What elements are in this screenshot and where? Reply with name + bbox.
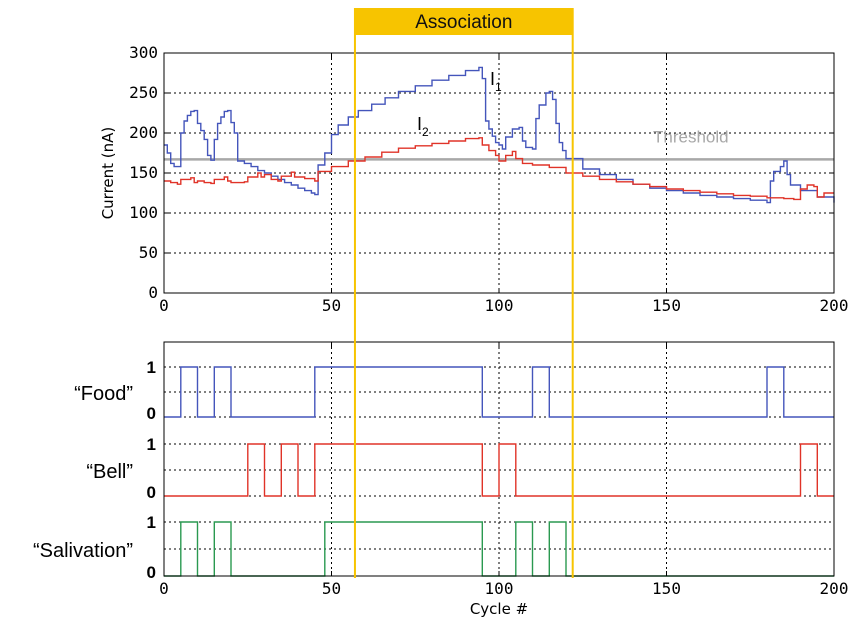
association-banner: Association	[354, 8, 573, 35]
y-tick-label: 150	[129, 163, 158, 182]
series-label-subscript: 1	[495, 80, 502, 94]
level-label-low: 0	[147, 563, 156, 582]
level-label-low: 0	[147, 404, 156, 423]
x-tick-label: 200	[820, 579, 849, 598]
current-series	[164, 66, 835, 204]
current-plot-frame	[163, 52, 835, 294]
signal-trace	[164, 366, 834, 418]
binary-signals-plot: 0 50 100 150 200 1 0 “Food” 1 0 “Bell” 1 0 “Salivati…	[33, 341, 848, 618]
x-tick-label: 200	[820, 296, 849, 315]
level-label-high: 1	[147, 358, 156, 377]
signal-trace	[164, 521, 834, 577]
level-label-high: 1	[147, 513, 156, 532]
signal-row-labels: 1 0 “Food” 1 0 “Bell” 1 0 “Salivation”	[33, 358, 156, 582]
signal-trace	[164, 443, 834, 497]
x-tick-label: 100	[485, 296, 514, 315]
signal-label: “Salivation”	[33, 540, 133, 562]
y-tick-label: 200	[129, 123, 158, 142]
level-label-high: 1	[147, 435, 156, 454]
current-plot-grid	[164, 53, 834, 293]
x-tick-label: 100	[485, 579, 514, 598]
association-label: Association	[415, 12, 512, 33]
x-tick-label: 150	[652, 579, 681, 598]
signal-label: “Bell”	[86, 461, 133, 483]
series-label-name: I	[490, 69, 495, 89]
x-axis-label: Cycle #	[470, 600, 528, 618]
x-tick-label: 150	[652, 296, 681, 315]
association-box	[354, 8, 573, 35]
series-label-I1: I1	[490, 69, 502, 94]
series-line-I2	[164, 137, 834, 201]
series-label-name: I	[417, 114, 422, 134]
series-label-I2: I2	[417, 114, 429, 139]
series-line-I1	[164, 66, 835, 204]
binary-plot-frame	[163, 341, 835, 577]
x-tick-label: 50	[322, 579, 341, 598]
y-axis-label: Current (nA)	[99, 127, 117, 220]
current-plot: 0 50 100 150 200 250 300 0 50 100 150 200 Threshold…	[99, 43, 848, 315]
x-tick-label: 50	[322, 296, 341, 315]
x-tick-label: 0	[159, 579, 169, 598]
y-tick-label: 50	[139, 243, 158, 262]
threshold-label: Threshold	[653, 127, 729, 146]
level-label-low: 0	[147, 483, 156, 502]
x-tick-label: 0	[159, 296, 169, 315]
y-tick-label: 100	[129, 203, 158, 222]
signal-label: “Food”	[74, 383, 133, 405]
current-plot-ticks: 0 50 100 150 200 250 300 0 50 100 150 200	[129, 43, 848, 315]
y-tick-label: 250	[129, 83, 158, 102]
y-tick-label: 300	[129, 43, 158, 62]
binary-plot-ticks: 0 50 100 150 200	[159, 342, 848, 598]
binary-signals	[164, 366, 834, 577]
y-tick-label: 0	[148, 283, 158, 302]
series-label-subscript: 2	[422, 125, 429, 139]
